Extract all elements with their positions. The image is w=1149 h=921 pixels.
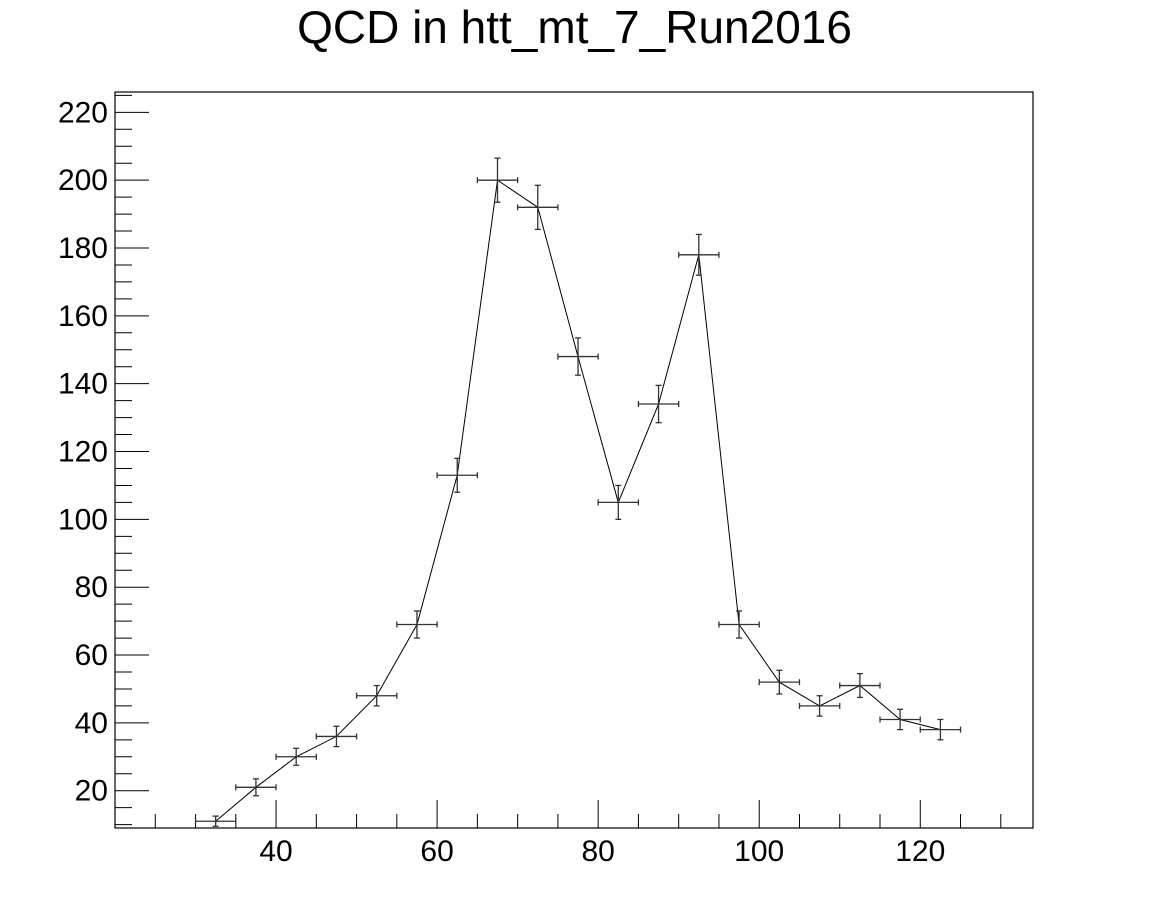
data-point xyxy=(516,184,559,231)
data-point xyxy=(678,233,720,276)
data-point xyxy=(557,337,599,376)
y-tick-label: 200 xyxy=(58,164,108,197)
y-tick-label: 160 xyxy=(58,300,108,333)
data-point xyxy=(919,718,962,741)
data-point xyxy=(355,684,398,707)
data-series xyxy=(194,157,962,827)
data-point xyxy=(758,669,801,695)
x-tick-label: 120 xyxy=(895,835,945,868)
data-point xyxy=(597,484,640,521)
data-point xyxy=(436,457,479,493)
y-tick-label: 220 xyxy=(58,96,108,129)
data-point xyxy=(235,778,277,797)
plot-frame xyxy=(114,91,1034,829)
data-point xyxy=(637,384,680,424)
data-point xyxy=(839,673,881,699)
y-tick-label: 40 xyxy=(75,707,108,740)
y-tick-label: 140 xyxy=(58,368,108,401)
x-tick-label: 40 xyxy=(259,835,292,868)
y-tick-label: 120 xyxy=(58,436,108,469)
x-tick-label: 60 xyxy=(420,835,453,868)
x-tick-label: 100 xyxy=(734,835,784,868)
data-point xyxy=(476,157,519,203)
data-point xyxy=(718,610,760,639)
data-point xyxy=(315,725,358,748)
y-tick-label: 60 xyxy=(75,639,108,672)
series-line xyxy=(215,179,941,822)
y-axis: 20 40 60 80 100 120 140 160 180 200 220 xyxy=(58,94,149,826)
data-point xyxy=(879,708,921,731)
chart-title: QCD in htt_mt_7_Run2016 xyxy=(297,1,852,53)
data-point xyxy=(194,815,237,827)
data-point xyxy=(396,610,438,639)
y-tick-label: 20 xyxy=(75,775,108,808)
y-tick-label: 180 xyxy=(58,232,108,265)
x-tick-label: 80 xyxy=(581,835,614,868)
data-point xyxy=(275,747,317,766)
data-point xyxy=(798,695,841,717)
x-axis: 40 60 80 100 120 xyxy=(154,800,1002,868)
y-tick-label: 80 xyxy=(75,571,108,604)
y-tick-label: 100 xyxy=(58,503,108,536)
